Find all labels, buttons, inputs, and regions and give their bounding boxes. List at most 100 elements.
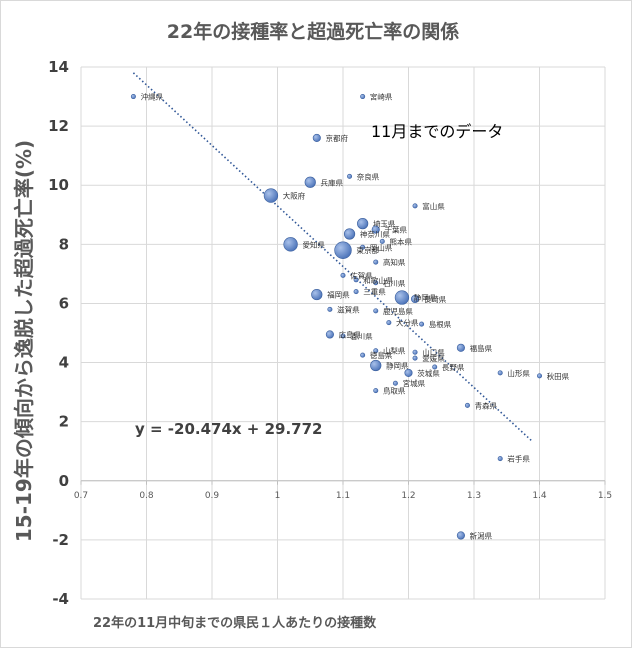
trendline-equation: y = -20.474x + 29.772	[135, 420, 322, 438]
x-tick-label: 1.4	[532, 491, 547, 501]
data-point	[392, 380, 398, 386]
data-point	[497, 370, 503, 376]
data-point-label: 福島県	[470, 343, 493, 353]
data-point-label: 大分県	[396, 318, 419, 328]
data-point	[353, 289, 359, 295]
data-point-label: 青森県	[475, 400, 498, 410]
data-point	[497, 456, 503, 462]
data-point-label: 長崎県	[424, 294, 447, 304]
data-point	[412, 349, 418, 355]
data-point-label: 鳥取県	[383, 386, 406, 396]
data-point-label: 沖縄県	[141, 92, 164, 102]
data-point-label: 茨城県	[417, 368, 440, 378]
data-point-label: 熊本県	[390, 236, 413, 246]
x-tick-label: 1.3	[467, 491, 481, 501]
data-point	[370, 359, 382, 372]
data-point-label: 千葉県	[385, 225, 408, 235]
y-tick-label: 6	[59, 294, 69, 312]
data-point-label: 兵庫県	[321, 177, 344, 187]
y-tick-label: 0	[59, 472, 69, 490]
data-point-label: 福岡県	[327, 291, 350, 300]
data-point-label: 神奈川県	[360, 229, 390, 239]
data-point	[456, 343, 465, 352]
data-point-label: 岩手県	[507, 454, 530, 464]
data-point	[373, 308, 379, 314]
data-point	[304, 176, 316, 188]
data-point-label: 山形県	[507, 368, 530, 378]
x-tick-label: 0.7	[74, 491, 88, 501]
data-point	[130, 94, 136, 100]
y-tick-label: 10	[48, 176, 69, 194]
data-point-label: 宮城県	[403, 378, 426, 388]
y-axis-label: 15-19年の傾向から逸脱した超過死亡率(%)	[12, 140, 36, 542]
data-point-label: 長野県	[442, 363, 465, 372]
data-point	[347, 173, 353, 179]
data-point	[343, 228, 356, 240]
data-point-label: 佐賀県	[350, 270, 373, 280]
data-point	[432, 364, 438, 370]
data-point	[334, 241, 352, 259]
data-point-label: 香川県	[350, 331, 373, 341]
y-tick-label: 12	[48, 117, 69, 135]
data-point-label: 岡山県	[370, 242, 393, 252]
data-point-label: 広島県	[339, 329, 362, 339]
x-tick-label: 1.1	[336, 491, 350, 501]
data-point-label: 滋賀県	[337, 304, 360, 314]
data-point	[456, 531, 465, 540]
y-tick-label: 8	[59, 235, 69, 253]
data-point-label: 京都府	[326, 133, 349, 143]
data-point	[360, 94, 366, 100]
data-point	[373, 280, 379, 286]
data-point-label: 埼玉県	[373, 219, 396, 229]
x-tick-label: 1.2	[401, 491, 415, 501]
data-point	[312, 133, 321, 142]
data-point	[360, 352, 366, 358]
data-point	[340, 272, 346, 278]
data-point	[263, 188, 279, 203]
data-point-label: 秋田県	[547, 371, 570, 381]
data-point	[464, 402, 470, 408]
chart-title: 22年の接種率と超過死亡率の関係	[167, 20, 459, 43]
data-point-label: 三重県	[363, 288, 386, 297]
data-point-label: 高知県	[383, 257, 406, 267]
y-tick-label: -4	[52, 590, 69, 608]
data-point-label: 宮崎県	[370, 92, 393, 102]
data-point	[353, 277, 359, 283]
data-point	[410, 294, 420, 304]
data-point	[373, 388, 379, 394]
trendline-group	[132, 72, 534, 443]
trendline	[132, 72, 534, 443]
data-point-label: 静岡県	[386, 361, 409, 371]
y-tick-label: 4	[59, 354, 69, 372]
data-point	[386, 320, 392, 326]
data-point	[311, 288, 323, 301]
data-point-label: 島根県	[429, 319, 452, 329]
data-point	[412, 355, 418, 361]
data-point-label: 新潟県	[470, 530, 493, 540]
x-tick-label: 1.5	[598, 491, 612, 501]
data-point-label: 徳島県	[370, 350, 393, 360]
data-point	[340, 333, 346, 339]
x-tick-label: 1	[275, 491, 281, 501]
data-point-label: 大阪府	[283, 191, 306, 201]
x-tick-label: 0.9	[205, 491, 220, 501]
data-point-label: 愛知県	[302, 239, 325, 249]
y-tick-label: 2	[59, 413, 69, 431]
data-point	[379, 238, 385, 244]
data-point	[325, 330, 334, 339]
axes: 0.7 0.8 0.9 1 1.1 1.2 1.3 1.4 1.5 -4 -2 0 2 4 6 8 10 12 14	[48, 58, 612, 608]
y-tick-label: 14	[48, 58, 69, 76]
y-tick-label: -2	[52, 531, 69, 549]
data-point-label: 東京都	[356, 245, 379, 255]
data-point	[371, 225, 380, 234]
data-point	[419, 321, 425, 327]
data-point	[283, 237, 298, 252]
data-point-label: 和歌山県	[363, 275, 393, 285]
data-point	[536, 373, 542, 379]
data-point	[373, 348, 379, 354]
x-axis-label: 22年の11月中旬までの県民１人あたりの接種数	[93, 615, 377, 631]
data-point	[360, 244, 366, 250]
data-point	[373, 259, 379, 265]
